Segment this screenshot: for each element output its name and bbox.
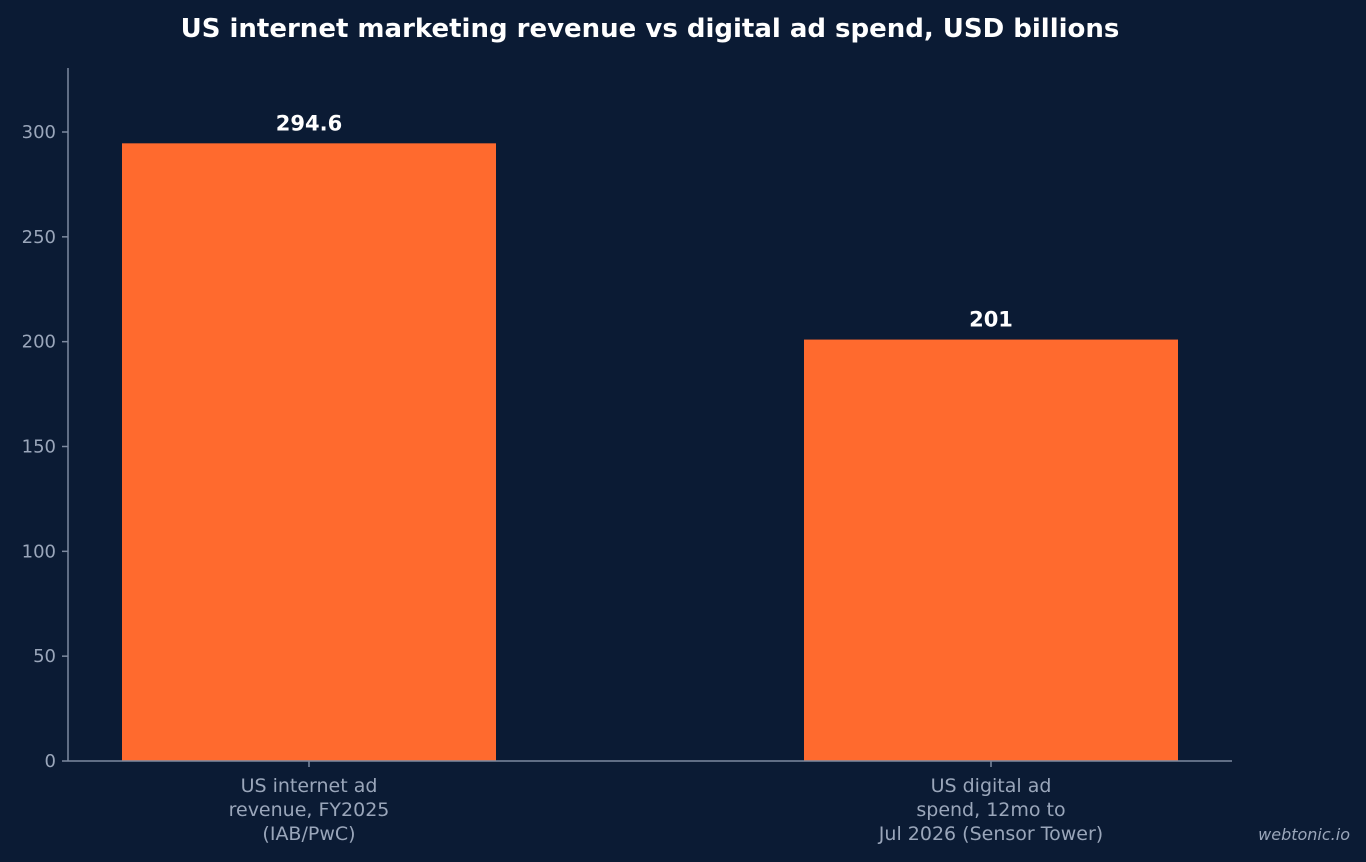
y-axis: 0 50 100 150 200 250 300	[22, 68, 69, 772]
y-tick-label: 200	[22, 332, 56, 353]
y-tick-label: 250	[22, 227, 56, 248]
y-tick-label: 50	[33, 646, 56, 667]
bar-value-label: 294.6	[276, 111, 342, 135]
bars: 294.6 201	[122, 111, 1178, 761]
y-tick-label: 0	[45, 751, 56, 772]
x-category-label: (IAB/PwC)	[262, 823, 355, 845]
x-category-label: spend, 12mo to	[916, 799, 1065, 821]
x-category-label: Jul 2026 (Sensor Tower)	[878, 823, 1103, 845]
chart-title: US internet marketing revenue vs digital…	[181, 14, 1120, 44]
bar-value-label: 201	[969, 308, 1013, 332]
watermark-text: webtonic.io	[1258, 825, 1350, 844]
y-tick-label: 300	[22, 122, 56, 143]
bar	[804, 339, 1178, 761]
x-category-label: revenue, FY2025	[229, 799, 390, 821]
y-tick-label: 150	[22, 437, 56, 458]
y-tick-label: 100	[22, 541, 56, 562]
x-category-label: US internet ad	[241, 775, 378, 797]
bar	[122, 143, 496, 761]
x-category-label: US digital ad	[931, 775, 1052, 797]
